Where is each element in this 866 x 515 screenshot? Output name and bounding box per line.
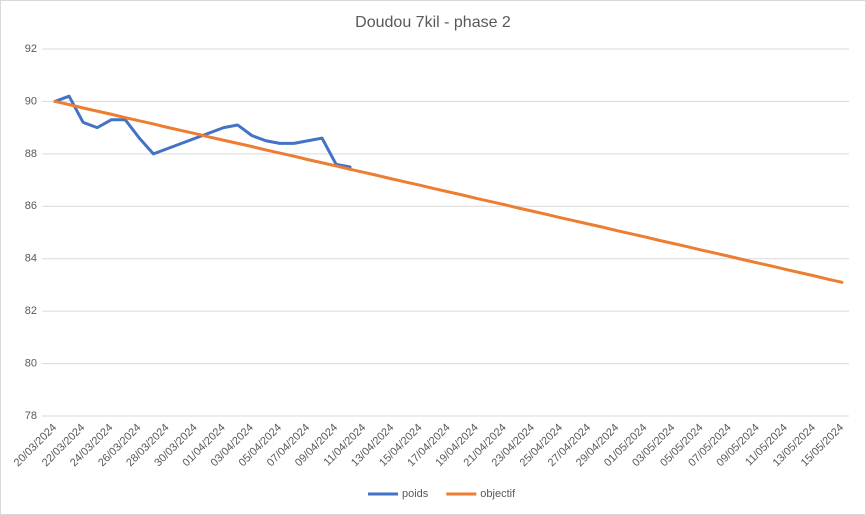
legend-label: poids — [402, 488, 429, 500]
chart-title: Doudou 7kil - phase 2 — [355, 14, 511, 31]
y-tick-label: 78 — [25, 410, 37, 422]
y-tick-label: 82 — [25, 305, 37, 317]
y-tick-label: 86 — [25, 200, 37, 212]
legend-label: objectif — [480, 488, 516, 500]
y-tick-label: 88 — [25, 148, 37, 160]
y-tick-label: 80 — [25, 357, 37, 369]
series-line — [53, 99, 844, 284]
y-tick-label: 92 — [25, 43, 37, 55]
y-tick-label: 90 — [25, 95, 37, 107]
y-tick-label: 84 — [25, 253, 37, 265]
